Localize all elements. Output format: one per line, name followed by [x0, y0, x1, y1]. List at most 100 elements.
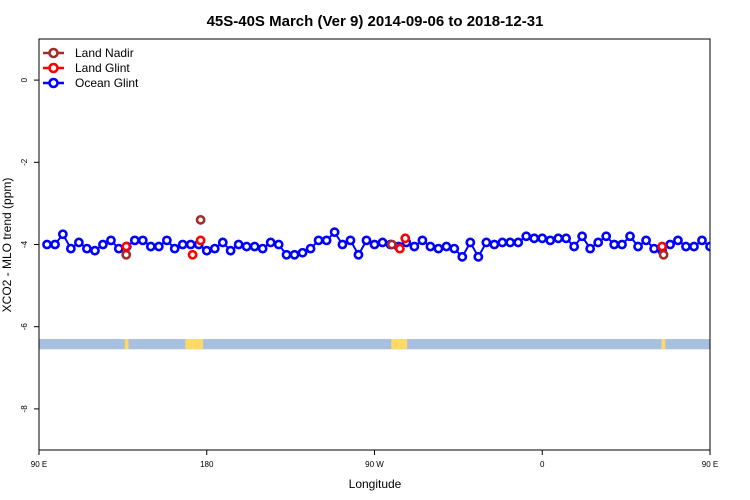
- ocean-glint-point-63: [545, 235, 556, 246]
- ocean-glint-point-38: [345, 235, 356, 246]
- ocean-glint-point-9: [113, 243, 124, 254]
- y-axis: 0 -2 -4 -6 -8: [20, 77, 39, 412]
- land-glint-point-6: [729, 251, 736, 258]
- land-nadir-point-1: [195, 214, 206, 225]
- ocean-glint-point-66: [569, 241, 580, 252]
- ocean-glint-point-71: [609, 239, 620, 250]
- x-tick-label-0: 90 E: [31, 460, 47, 469]
- land-glint-point-4: [400, 233, 411, 244]
- legend-marker-land-nadir: [48, 47, 59, 59]
- ocean-glint-point-50: [441, 241, 452, 252]
- land-segment-4: [726, 339, 744, 349]
- ocean-glint-point-81: [689, 241, 699, 252]
- y-tick-label-2: -4: [20, 240, 29, 248]
- ocean-glint-point-52: [457, 251, 468, 262]
- ocean-glint-point-49: [433, 243, 444, 254]
- ocean-glint-point-73: [625, 231, 635, 242]
- land-nadir-point-3: [658, 249, 669, 260]
- x-axis-label: Longitude: [349, 477, 402, 491]
- ocean-glint-point-72: [617, 239, 627, 250]
- ocean-glint-point-57: [497, 237, 508, 248]
- ocean-glint-point-84: [714, 245, 721, 252]
- ocean-glint-point-18: [185, 239, 196, 250]
- ocean-glint-point-46: [409, 241, 420, 252]
- land-glint-point-1: [187, 249, 198, 260]
- ocean-glint-point-69: [593, 237, 604, 248]
- ocean-glint-point-78: [665, 239, 676, 250]
- ocean-glint-point-16: [169, 243, 180, 254]
- land-nadir-point-0: [121, 249, 132, 260]
- x-tick-label-2: 90 W: [365, 460, 384, 469]
- ocean-glint-point-26: [249, 241, 260, 252]
- ocean-glint-point-36: [329, 227, 340, 238]
- series-layer: [42, 214, 745, 262]
- land-nadir-point-4: [737, 216, 744, 223]
- legend-label-ocean-glint: Ocean Glint: [75, 76, 139, 90]
- ocean-glint-point-8: [106, 235, 116, 246]
- ocean-glint-point-13: [145, 241, 156, 252]
- ocean-glint-point-39: [353, 249, 364, 260]
- ocean-glint-point-33: [305, 243, 316, 254]
- ocean-band: [39, 339, 710, 350]
- land-glint-point-5: [657, 241, 667, 252]
- ocean-glint-point-83: [705, 241, 710, 252]
- ocean-glint-point-60: [521, 231, 532, 242]
- x-tick-label-3: 0: [540, 460, 545, 469]
- ocean-glint-point-65: [561, 233, 572, 244]
- y-tick-label-4: -8: [20, 405, 29, 413]
- ocean-glint-point-61: [529, 233, 540, 244]
- ocean-glint-point-55: [481, 237, 492, 248]
- ocean-glint-point-31: [289, 249, 300, 260]
- land-segment-3: [661, 339, 666, 350]
- legend-marker-ocean-glint: [48, 77, 59, 89]
- ocean-glint-point-75: [641, 235, 651, 246]
- ocean-glint-point-64: [553, 233, 564, 244]
- ocean-glint-point-54: [473, 251, 484, 262]
- ocean-glint-point-47: [417, 235, 428, 246]
- ocean-glint-point-53: [465, 237, 476, 248]
- ocean-glint-point-82: [697, 235, 707, 246]
- ocean-glint-point-27: [257, 243, 268, 254]
- ocean-glint-point-11: [129, 235, 140, 246]
- legend-label-land-glint: Land Glint: [75, 61, 130, 75]
- ocean-glint-point-34: [313, 235, 324, 246]
- ocean-glint-point-85: [722, 241, 729, 248]
- ocean-glint-point-48: [425, 241, 436, 252]
- ocean-glint-point-67: [577, 231, 588, 242]
- land-glint-point-0: [121, 241, 132, 252]
- ocean-glint-point-0: [42, 239, 52, 250]
- ocean-glint-point-12: [137, 235, 148, 246]
- ocean-glint-point-80: [681, 241, 691, 252]
- ocean-glint-point-4: [73, 237, 84, 248]
- ocean-glint-point-51: [449, 243, 460, 254]
- ocean-glint-point-87: [738, 241, 745, 248]
- ocean-glint-point-35: [321, 235, 332, 246]
- ocean-glint-point-1: [50, 239, 60, 250]
- ocean-glint-point-74: [633, 241, 643, 252]
- y-tick-label-0: 0: [20, 77, 29, 82]
- y-tick-label-1: -2: [20, 158, 29, 166]
- ocean-glint-point-32: [297, 247, 308, 258]
- ocean-glint-point-6: [90, 245, 100, 256]
- ocean-glint-point-42: [377, 237, 388, 248]
- ocean-glint-point-30: [281, 249, 292, 260]
- ocean-glint-point-59: [513, 237, 524, 248]
- land-glint-point-7: [737, 237, 744, 244]
- ocean-glint-point-23: [225, 245, 236, 256]
- ocean-glint-point-20: [201, 245, 212, 256]
- x-tick-label-1: 180: [200, 460, 214, 469]
- ocean-glint-point-40: [361, 235, 372, 246]
- ocean-glint-point-15: [161, 235, 172, 246]
- ocean-glint-point-21: [209, 243, 220, 254]
- land-glint-point-2: [195, 235, 206, 246]
- land-nadir-point-2: [386, 239, 397, 250]
- ocean-glint-point-79: [673, 235, 683, 246]
- ocean-glint-point-2: [57, 229, 68, 240]
- chart-title: 45S-40S March (Ver 9) 2014-09-06 to 2018…: [207, 13, 544, 30]
- ocean-glint-point-68: [585, 243, 596, 254]
- ocean-glint-point-14: [153, 241, 164, 252]
- ocean-glint-point-37: [337, 239, 348, 250]
- ocean-glint-point-17: [177, 239, 188, 250]
- ocean-glint-point-62: [537, 233, 548, 244]
